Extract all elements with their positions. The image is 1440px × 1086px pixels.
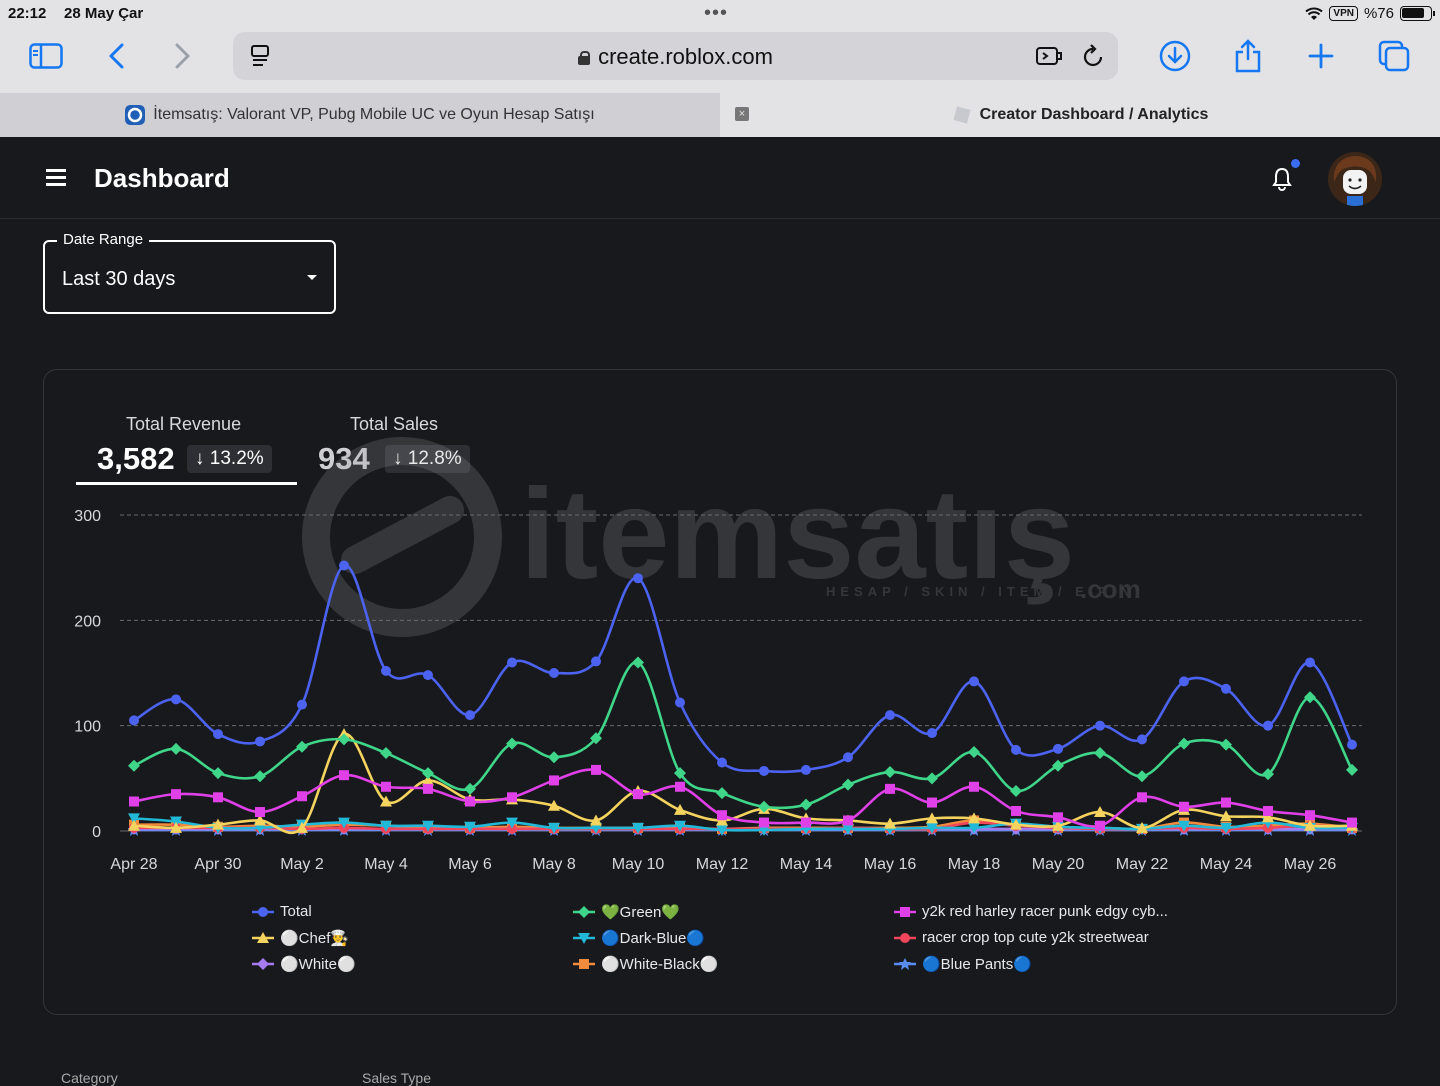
- legend-symbol-icon: [894, 906, 916, 917]
- legend-symbol-icon: [894, 958, 916, 970]
- reload-icon[interactable]: [1081, 43, 1105, 69]
- data-point: [258, 906, 268, 917]
- legend-item[interactable]: ⚪White-Black⚪: [573, 955, 718, 973]
- legend-label: y2k red harley racer punk edgy cyb...: [922, 903, 1168, 920]
- data-point: [579, 959, 589, 969]
- kpi-revenue-label[interactable]: Total Revenue: [126, 414, 242, 434]
- kpi-revenue-change: ↓ 13.2%: [187, 445, 272, 473]
- status-bar: 22:12 28 May Çar ••• VPN %76: [0, 0, 1440, 26]
- new-tab-icon[interactable]: [1303, 38, 1339, 74]
- legend-item[interactable]: y2k red harley racer punk edgy cyb...: [894, 903, 1168, 920]
- downloads-icon[interactable]: [1157, 38, 1193, 74]
- status-time: 22:12: [8, 5, 47, 22]
- legend-symbol-icon: [573, 906, 595, 918]
- kpi-active-indicator: [76, 482, 297, 485]
- data-point: [257, 932, 269, 943]
- legend-item[interactable]: racer crop top cute y2k streetwear: [894, 929, 1149, 946]
- notification-bell-icon[interactable]: [1271, 167, 1293, 191]
- avatar[interactable]: [1328, 152, 1382, 206]
- legend-symbol-icon: [252, 958, 274, 970]
- forward-icon[interactable]: [164, 38, 200, 74]
- tab-title: Creator Dashboard / Analytics: [979, 106, 1209, 123]
- date-range-label: Date Range: [57, 231, 150, 248]
- legend-label: ⚪Chef👨‍🍳: [280, 930, 350, 947]
- legend-label: 🔵Blue Pants🔵: [922, 956, 1032, 973]
- vpn-badge: VPN: [1329, 6, 1358, 21]
- battery-icon: [1400, 6, 1435, 21]
- kpi-revenue-value: 3,582: [97, 441, 175, 476]
- roblox-favicon-icon: [953, 106, 971, 124]
- legend-label: 🔵Dark-Blue🔵: [601, 930, 706, 947]
- data-point: [900, 906, 910, 917]
- data-point: [578, 906, 590, 918]
- data-point: [578, 933, 590, 944]
- tab-itemsatis[interactable]: İtemsatış: Valorant VP, Pubg Mobile UC v…: [0, 93, 720, 137]
- legend-symbol-icon: [252, 932, 274, 943]
- kpi-sales-change: ↓ 12.8%: [385, 445, 470, 473]
- legend-symbol-icon: [573, 959, 595, 969]
- legend-label: ⚪White⚪: [280, 956, 356, 973]
- legend-label: racer crop top cute y2k streetwear: [922, 929, 1149, 946]
- category-filter-label[interactable]: Category: [61, 1070, 118, 1086]
- kpi-sales-label[interactable]: Total Sales: [350, 414, 439, 434]
- tab-overview-icon[interactable]: [1376, 38, 1412, 74]
- legend-item[interactable]: ⚪White⚪: [252, 955, 356, 973]
- legend-symbol-icon: [894, 932, 916, 943]
- address-bar[interactable]: create.roblox.com: [233, 32, 1118, 80]
- legend-item[interactable]: 💚Green💚: [573, 903, 680, 921]
- status-right: VPN %76: [1305, 5, 1435, 22]
- close-tab-icon[interactable]: ×: [735, 107, 749, 121]
- legend-symbol-icon: [573, 933, 595, 944]
- page-title: Dashboard: [94, 163, 230, 193]
- legend-item[interactable]: ⚪Chef👨‍🍳: [252, 929, 349, 947]
- legend-label: Total: [280, 903, 312, 920]
- dropdown-arrow-icon: [307, 275, 317, 280]
- kpi-sales-value: 934: [318, 441, 370, 476]
- lock-icon: [578, 51, 591, 65]
- date-range-value: Last 30 days: [62, 268, 176, 290]
- page-menu-icon[interactable]: [249, 44, 273, 68]
- notification-dot: [1291, 159, 1300, 168]
- legend-item[interactable]: 🔵Dark-Blue🔵: [573, 929, 705, 947]
- wifi-icon: [1305, 7, 1324, 20]
- share-icon[interactable]: [1230, 38, 1266, 74]
- tab-strip: İtemsatış: Valorant VP, Pubg Mobile UC v…: [0, 93, 1440, 137]
- multitask-dots-icon[interactable]: •••: [704, 2, 729, 24]
- menu-icon[interactable]: [46, 169, 66, 186]
- status-date: 28 May Çar: [64, 5, 144, 22]
- legend-label: ⚪White-Black⚪: [601, 956, 719, 973]
- tab-title: İtemsatış: Valorant VP, Pubg Mobile UC v…: [153, 106, 595, 123]
- reader-extension-icon[interactable]: [1035, 44, 1063, 68]
- data-point: [899, 958, 911, 970]
- data-point: [900, 932, 910, 943]
- sales-type-filter-label[interactable]: Sales Type: [362, 1070, 432, 1086]
- data-point: [257, 958, 269, 970]
- back-icon[interactable]: [99, 38, 135, 74]
- date-range-select[interactable]: Date Range Last 30 days: [43, 231, 336, 314]
- tab-creator-dashboard[interactable]: Creator Dashboard / Analytics: [720, 93, 1440, 137]
- url-text: create.roblox.com: [598, 44, 773, 69]
- app-header: Dashboard: [0, 137, 1440, 219]
- itemsatis-favicon-icon: [125, 105, 146, 125]
- legend-symbol-icon: [252, 906, 274, 917]
- sidebar-toggle-icon[interactable]: [28, 38, 64, 74]
- legend-item[interactable]: 🔵Blue Pants🔵: [894, 955, 1032, 973]
- legend-label: 💚Green💚: [601, 904, 681, 921]
- browser-chrome: 22:12 28 May Çar ••• VPN %76 create.robl…: [0, 0, 1440, 137]
- battery-percent: %76: [1363, 5, 1394, 22]
- legend-item[interactable]: Total: [252, 903, 312, 920]
